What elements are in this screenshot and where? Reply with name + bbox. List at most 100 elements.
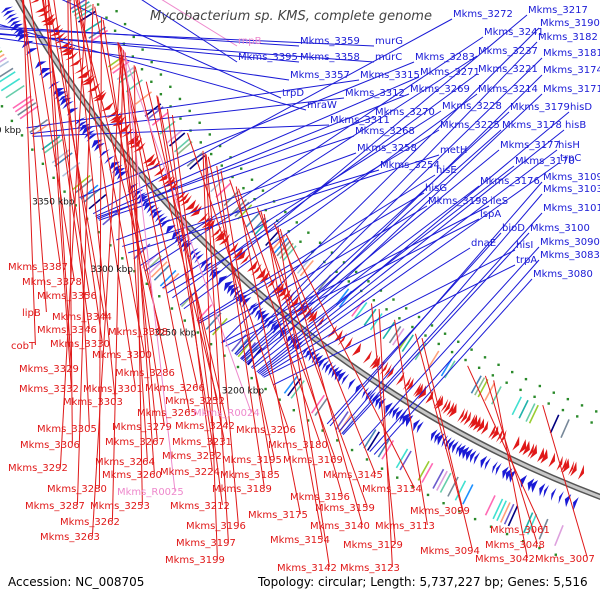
label-leader-line — [161, 0, 238, 47]
reverse-gene-arrow — [247, 259, 258, 272]
gene-label: Mkms_3180 — [268, 440, 328, 451]
tick-dot — [199, 141, 202, 144]
reverse-gene-arrow — [218, 233, 230, 246]
outer-feature-stripe — [14, 98, 34, 113]
gene-label: Mkms_3178 — [502, 120, 562, 131]
label-leader-line — [157, 96, 225, 442]
outer-feature-stripe — [0, 78, 21, 92]
label-leader-line — [274, 223, 376, 475]
reverse-gene-arrow — [460, 409, 468, 424]
inner-feature-stripe — [401, 334, 414, 352]
gene-label: hisD — [570, 102, 592, 113]
forward-gene-arrow — [59, 97, 72, 106]
gene-label: Mkms_3387 — [8, 262, 68, 273]
tick-dot — [115, 9, 118, 13]
reverse-gene-arrow — [499, 429, 507, 445]
forward-gene-arrow — [458, 444, 466, 458]
forward-gene-arrow — [318, 357, 327, 369]
forward-gene-arrow — [508, 469, 517, 483]
inner-feature-stripe — [73, 4, 92, 17]
reverse-gene-arrow — [463, 411, 472, 426]
outer-feature-stripe — [503, 503, 515, 525]
gene-label: Mkms_3357 — [290, 70, 350, 81]
tick-dot — [457, 340, 460, 343]
tick-dot — [437, 342, 440, 346]
tick-dot — [554, 553, 557, 556]
tick-dot — [292, 408, 295, 412]
forward-gene-arrow — [211, 270, 222, 281]
tick-dot — [524, 377, 528, 381]
forward-gene-arrow — [2, 9, 15, 17]
gene-label: Mkms_3358 — [300, 52, 360, 63]
tick-dot — [489, 525, 493, 528]
inner-feature-stripe — [382, 321, 396, 340]
reverse-gene-arrow — [568, 460, 575, 476]
accession-text: Accession: NC_008705 — [8, 575, 145, 589]
label-leader-line — [263, 249, 516, 378]
forward-gene-arrow — [452, 441, 459, 454]
tick-dot — [159, 73, 163, 76]
tick-dot — [342, 261, 346, 264]
tick-dot — [533, 395, 536, 399]
gene-label: Mkms_3185 — [220, 470, 280, 481]
forward-gene-arrow — [217, 275, 228, 286]
forward-gene-arrow — [270, 320, 279, 332]
gene-label: Mkms_3346 — [37, 325, 97, 336]
gene-label: Mkms_3312 — [345, 88, 405, 99]
outer-feature-stripe — [399, 450, 412, 471]
tick-dot — [354, 270, 358, 274]
forward-gene-arrow — [194, 253, 205, 264]
reverse-gene-arrow — [37, 8, 52, 17]
label-leader-line — [246, 74, 543, 365]
tick-dot — [430, 324, 434, 327]
label-leader-line — [156, 95, 215, 456]
label-leader-line — [358, 246, 540, 446]
reverse-gene-arrow — [54, 35, 68, 44]
gene-label: Mkms_R0025 — [117, 487, 184, 498]
inner-feature-stripe — [276, 240, 291, 257]
forward-gene-arrow — [308, 350, 317, 362]
label-leader-line — [256, 111, 570, 373]
label-leader-line — [119, 44, 190, 413]
gene-label: Mkms_3169 — [283, 455, 343, 466]
gene-label: Mkms_3134 — [362, 484, 422, 495]
gene-label: hisI — [516, 240, 533, 251]
reverse-gene-arrow — [153, 166, 166, 177]
inner-feature-stripe — [65, 0, 72, 4]
reverse-gene-arrow — [395, 371, 405, 386]
label-leader-line — [23, 0, 47, 313]
genome-summary-text: Topology: circular; Length: 5,737,227 bp… — [258, 575, 588, 589]
tick-dot — [236, 365, 240, 369]
gene-label: Mkms_3142 — [277, 563, 337, 574]
gene-label: Mkms_3356 — [37, 291, 97, 302]
tick-dot — [335, 270, 338, 273]
reverse-gene-arrow — [196, 212, 209, 224]
gene-label: Mkms_3103 — [543, 184, 600, 195]
label-leader-line — [209, 205, 428, 333]
gene-label: Mkms_3212 — [170, 501, 230, 512]
label-leader-line — [0, 37, 290, 81]
forward-gene-arrow — [4, 13, 18, 21]
gene-label: Mkms_3242 — [175, 421, 235, 432]
reverse-gene-arrow — [52, 31, 66, 41]
label-leader-line — [394, 319, 428, 526]
gene-label: Mkms_3303 — [63, 397, 123, 408]
forward-gene-arrow — [273, 322, 283, 334]
label-leader-line — [370, 303, 396, 545]
inner-feature-stripe — [237, 204, 253, 220]
label-leader-line — [216, 165, 265, 489]
outer-feature-stripe — [421, 462, 434, 483]
reverse-gene-arrow — [29, 0, 40, 4]
gene-label: Mkms_3007 — [535, 554, 595, 565]
kbp-scale-label: 3200 kbp — [222, 387, 265, 397]
gene-label: Mkms_3279 — [112, 422, 172, 433]
gene-label: Mkms_3175 — [248, 510, 308, 521]
gene-label: Mkms_3228 — [442, 101, 502, 112]
label-leader-line — [79, 61, 415, 198]
gene-label: Mkms_3170 — [515, 156, 575, 167]
tick-dot — [590, 421, 593, 424]
tick-dot — [458, 510, 461, 513]
tick-dot — [96, 3, 100, 6]
forward-gene-arrow — [388, 404, 397, 417]
